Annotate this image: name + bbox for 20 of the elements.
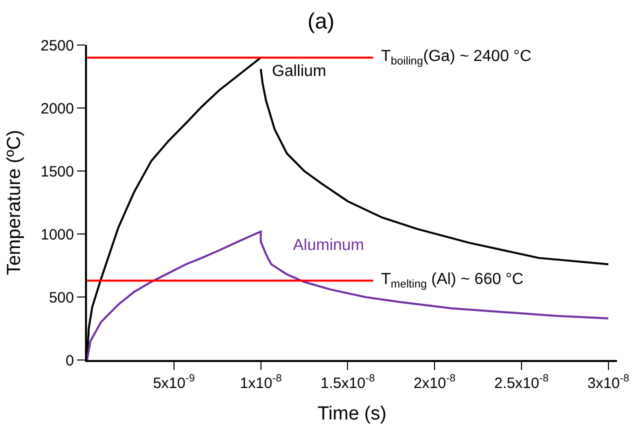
y-tick-label: 0 (66, 352, 74, 370)
line-series (87, 230, 610, 360)
x-tick-label: 2.5x10$^{-8}$ (494, 372, 549, 392)
ref-line-label: T$_{melting}$ (Al) ~ 660 °C (381, 271, 524, 290)
x-tick-label: 5x10$^{-9}$ (152, 372, 195, 392)
x-tick-label: 1.5x10$^{-8}$ (320, 372, 376, 392)
x-tick-label: 1x10$^{-8}$ (240, 372, 282, 392)
ref-line-label: T$_{boiling}$(Ga) ~ 2400 °C (381, 48, 532, 68)
y-axis-title: Temperature (ºC) (4, 130, 25, 276)
x-tick-label: 3x10$^{-8}$ (587, 372, 630, 392)
x-axis-title: Time (s) (318, 403, 386, 424)
y-tick-label: 2000 (40, 100, 74, 118)
series-label: Gallium (272, 63, 326, 80)
x-tick-label: 2x10$^{-8}$ (414, 372, 456, 392)
y-tick-label: 2500 (40, 37, 74, 54)
chart-title: (a) (308, 8, 334, 34)
y-tick-label: 500 (48, 289, 74, 306)
series-label: Aluminum (293, 237, 364, 254)
y-tick-label: 1500 (40, 163, 74, 180)
y-tick-label: 1000 (40, 226, 74, 244)
